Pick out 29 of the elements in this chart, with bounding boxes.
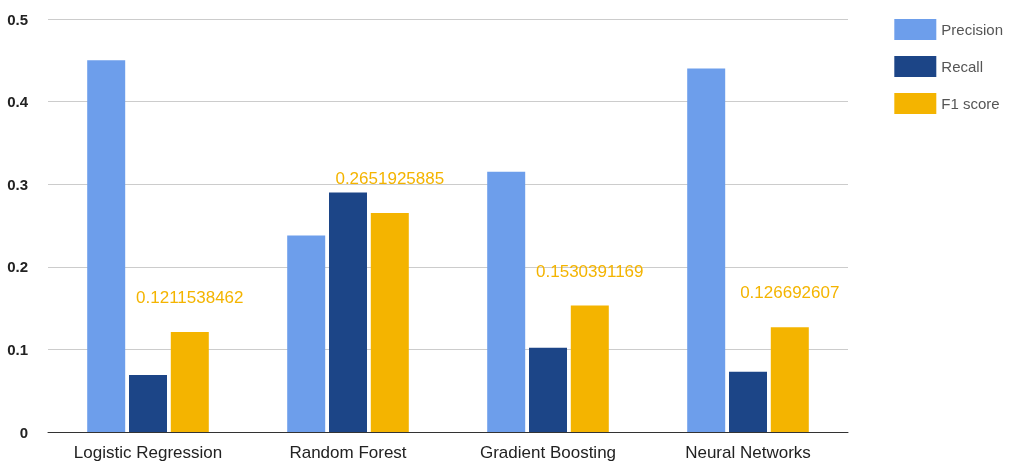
bar [329,192,367,432]
y-tick-label: 0.4 [7,93,29,111]
data-label: 0.126692607 [740,283,840,303]
y-tick-label: 0 [19,423,28,441]
legend-label: Recall [941,58,983,75]
bar [87,60,126,432]
bar [529,347,567,432]
bar [729,371,767,432]
y-tick-label: 0.3 [7,175,28,193]
x-tick-label: Logistic Regression [73,443,223,462]
bar [487,171,526,432]
data-label: 0.1530391169 [536,261,644,281]
bar [129,375,167,432]
bar [170,331,209,432]
y-tick-label: 0.5 [7,10,28,28]
y-tick-label: 0.1 [7,340,28,358]
x-tick-label: Neural Networks [685,443,811,462]
bar [570,305,609,432]
x-tick-label: Gradient Boosting [479,443,617,462]
bar [370,212,409,432]
data-label: 0.1211538462 [136,287,244,307]
y-tick-label: 0.2 [7,258,28,276]
x-tick-label: Random Forest [289,443,407,462]
data-label: 0.2651925885 [335,168,445,188]
bar [770,327,809,432]
legend-label: Precision [941,21,1004,38]
legend-label: F1 score [941,95,1000,112]
bar [287,235,326,432]
bar [687,68,726,432]
